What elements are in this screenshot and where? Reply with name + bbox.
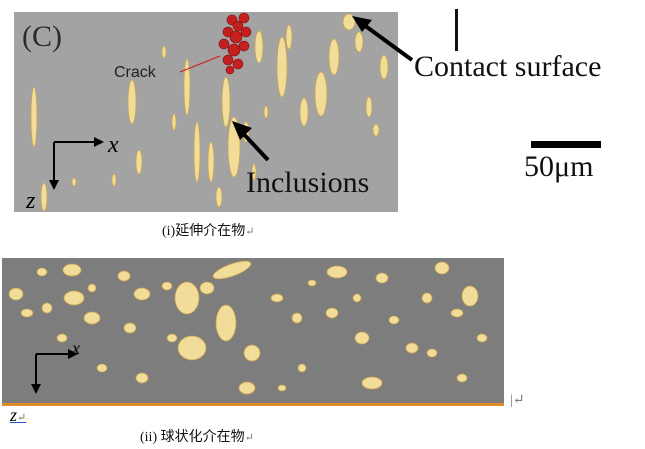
caption-text: (ii) 球状化介在物 [140,430,245,445]
inclusion [276,36,288,98]
micrograph-elongated: (C) Crack x z [14,12,398,212]
crack-region [218,12,252,75]
spheroidized-inclusions-layer [8,260,488,395]
inclusion [30,86,38,148]
inclusion [40,182,48,212]
crack-label: Crack [114,64,156,81]
caption-elongated: (i)延伸介在物↵ [162,220,254,240]
inclusion [365,96,373,118]
axis-z-label: z [26,188,36,212]
inclusion [372,123,380,137]
inclusion [354,31,364,53]
crack-pointer [179,55,221,73]
inclusion [183,58,191,116]
panel-label: (C) [22,20,62,53]
inclusion [299,97,309,127]
inclusion [379,54,389,80]
inclusion [314,71,328,117]
inclusion [285,24,293,50]
inclusion [342,13,356,31]
paragraph-mark: ↵ [17,412,27,424]
inclusion [161,45,167,59]
inclusion [127,79,137,125]
inclusion [328,38,340,76]
panel-bottom-edge [2,403,504,406]
axis-z-label-2: z↵ [10,405,26,426]
axis-z-text: z [10,405,18,425]
caption-text: (i)延伸介在物 [162,224,246,239]
paragraph-mark: ↵ [244,432,254,444]
axis-x-label: x [108,132,119,158]
caption-spheroidized: (ii) 球状化介在物↵ [140,426,254,446]
inclusion [71,177,77,187]
scale-bar [531,141,601,148]
contact-surface-label: Contact surface [414,50,602,83]
inclusion [111,173,117,187]
inclusion [221,76,231,128]
axis-indicator-1 [49,137,104,190]
axis-indicator-2 [31,349,78,394]
micrograph-spheroidized: x [2,258,504,406]
inclusion [207,141,215,183]
text-cursor-mark: |↵ [510,393,525,408]
inclusions-label: Inclusions [246,166,370,199]
inclusion [193,121,201,183]
inclusion [263,105,269,119]
inclusion [254,30,264,64]
inclusion [171,113,177,131]
inclusion [215,186,223,208]
axis-x-label-2: x [72,338,80,358]
inclusion [251,163,257,181]
scale-bar-label: 50μm [524,150,594,183]
inclusion [135,149,143,175]
elongated-inclusions-layer [30,12,389,212]
paragraph-mark: ↵ [245,226,255,238]
text-cursor [455,9,458,51]
